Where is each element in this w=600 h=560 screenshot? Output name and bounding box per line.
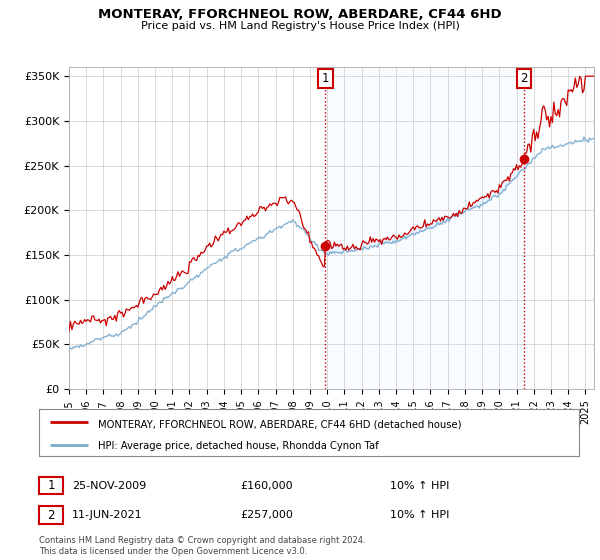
Text: 1: 1 — [47, 479, 55, 492]
Text: 2: 2 — [520, 72, 528, 85]
Text: MONTERAY, FFORCHNEOL ROW, ABERDARE, CF44 6HD (detached house): MONTERAY, FFORCHNEOL ROW, ABERDARE, CF44… — [98, 419, 462, 429]
Bar — [325, 67, 524, 389]
Text: HPI: Average price, detached house, Rhondda Cynon Taf: HPI: Average price, detached house, Rhon… — [98, 441, 379, 451]
Text: £160,000: £160,000 — [240, 480, 293, 491]
Text: 1: 1 — [322, 72, 329, 85]
Text: MONTERAY, FFORCHNEOL ROW, ABERDARE, CF44 6HD: MONTERAY, FFORCHNEOL ROW, ABERDARE, CF44… — [98, 8, 502, 21]
Text: 10% ↑ HPI: 10% ↑ HPI — [390, 510, 449, 520]
Text: Price paid vs. HM Land Registry's House Price Index (HPI): Price paid vs. HM Land Registry's House … — [140, 21, 460, 31]
Text: 2: 2 — [47, 508, 55, 522]
Text: 10% ↑ HPI: 10% ↑ HPI — [390, 480, 449, 491]
Text: £257,000: £257,000 — [240, 510, 293, 520]
Text: Contains HM Land Registry data © Crown copyright and database right 2024.
This d: Contains HM Land Registry data © Crown c… — [39, 536, 365, 556]
Bar — [524, 67, 594, 389]
Text: 25-NOV-2009: 25-NOV-2009 — [72, 480, 146, 491]
Text: 11-JUN-2021: 11-JUN-2021 — [72, 510, 143, 520]
